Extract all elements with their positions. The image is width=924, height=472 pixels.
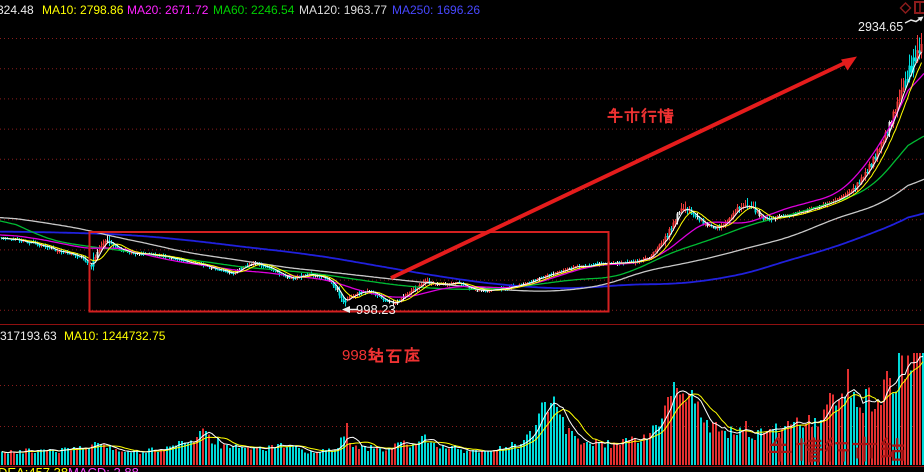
svg-text:998: 998 bbox=[342, 347, 367, 364]
